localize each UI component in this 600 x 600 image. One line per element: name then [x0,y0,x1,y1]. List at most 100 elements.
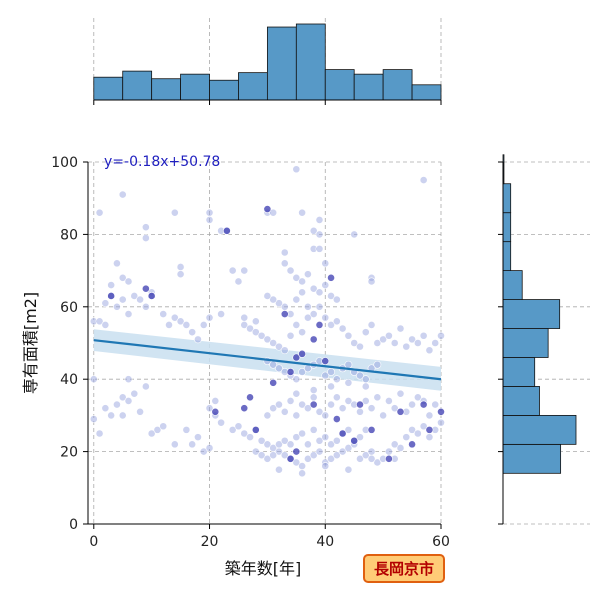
scatter-point [390,404,399,413]
scatter-point-dense [396,407,405,416]
scatter-point [240,320,249,329]
x-hist-bar [382,69,413,101]
scatter-point [344,465,353,474]
scatter-point [280,259,289,268]
scatter-point [390,339,399,347]
scatter-point [425,411,434,420]
scatter-point [240,266,249,275]
scatter-point [425,346,434,355]
x-hist-bar [295,23,326,101]
scatter-point [263,411,272,420]
scatter-point [315,447,324,456]
axes: 0 20 40 60 0 20 40 60 80 100 [51,155,450,550]
scatter-point [217,310,225,318]
scatter-point [234,277,243,286]
y-marginal-histogram [498,154,590,525]
scatter-point [188,440,197,449]
scatter-point [275,299,283,308]
scatter-point [332,295,341,304]
scatter-point [344,331,353,340]
scatter-point [315,244,324,253]
scatter-point [205,216,214,224]
scatter-point [141,302,150,311]
scatter-point [431,400,440,409]
scatter-point [437,418,445,427]
scatter-point [246,433,254,442]
scatter-point-dense [315,320,324,329]
scatter-point [356,454,364,463]
scatter-point [251,447,260,456]
scatter-point-dense [269,378,278,387]
scatter-point [327,454,335,463]
scatter-point-dense [141,284,150,293]
scatter-point [130,389,139,398]
scatter-point [257,436,266,445]
scatter-point [170,208,179,217]
scatter-point-dense [338,429,347,438]
scatter-point [275,364,283,373]
scatter-point [124,277,133,286]
scatter-point [327,320,335,329]
scatter-point [124,397,133,405]
x-hist-bar [238,72,268,101]
scatter-point [327,382,335,391]
scatter-point-dense [211,407,220,416]
scatter-point [298,277,307,286]
scatter-point [298,368,307,376]
scatter-point [89,375,98,384]
scatter-point [321,462,330,470]
scatter-point [356,342,364,351]
y-hist-bar [502,270,523,300]
scatter-point [344,425,353,434]
scatter-point [194,335,202,344]
scatter-point [385,447,393,456]
scatter-point [402,342,411,351]
scatter-point-dense [107,292,116,300]
scatter-point [304,270,312,279]
scatter-point [292,165,301,174]
scatter-point [315,436,324,445]
scatter-point [240,429,249,438]
scatter-point [327,368,335,376]
scatter-point-dense [437,407,445,416]
axis-labels: 築年数[年] 専有面積[m2] y=-0.18x+50.78 [21,154,301,578]
scatter-point-dense [327,273,335,282]
x-axis-label: 築年数[年] [225,559,302,578]
scatter-point [309,386,318,394]
scatter-point-dense [425,425,434,434]
scatter-point [107,411,116,420]
scatter-point [315,302,324,311]
scatter-point-dense [147,292,156,300]
y-hist-bar [502,212,512,243]
scatter-point [199,447,208,456]
scatter-point [338,404,347,413]
city-badge-text: 長岡京市 [374,560,434,578]
scatter-point [269,208,278,217]
scatter-point [396,324,405,333]
scatter-point [263,454,272,463]
scatter-points [89,165,445,478]
scatter-point [413,429,422,438]
scatter-point [211,397,220,405]
scatter-point [332,393,341,402]
scatter-point [298,462,307,470]
scatter-point-dense [292,353,301,362]
scatter-point [356,407,364,416]
scatter-point [385,331,393,340]
scatter-point [269,339,278,347]
scatter-point [269,451,278,460]
scatter-point [315,288,324,297]
y-hist-bar [502,299,561,329]
scatter-point [402,433,411,442]
scatter-point [205,404,214,413]
scatter-point [113,259,121,268]
scatter-point [205,208,214,217]
y-tick-label: 60 [60,300,78,316]
scatter-point [327,400,335,409]
scatter-point [338,324,347,333]
scatter-point-dense [251,425,260,434]
scatter-point [315,216,324,224]
scatter-point-dense [309,335,318,344]
scatter-point [130,292,139,300]
